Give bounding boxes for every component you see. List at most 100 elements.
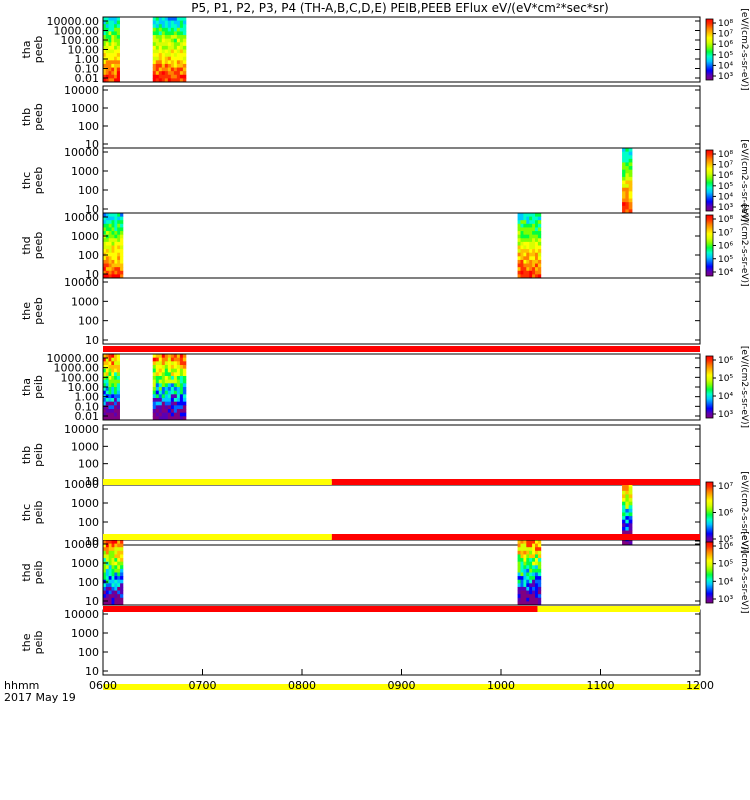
panel-thb-peib: 10000 1000 100 10 thb peib [20, 423, 701, 488]
panel-frame [102, 539, 701, 606]
spectrogram-cell [170, 394, 175, 399]
spectrogram-cell [170, 27, 175, 32]
spectrogram-cell [164, 71, 169, 76]
spectrogram-cell [176, 17, 181, 22]
spectrogram-cell [537, 216, 542, 221]
spectrogram-cell [117, 267, 121, 272]
spectrogram-cell [155, 394, 160, 399]
spectrogram-cell [114, 405, 118, 410]
spectrogram-cell [161, 379, 166, 384]
spectrogram-cell [182, 53, 187, 58]
spectrogram-cell [523, 252, 527, 257]
spectrogram-cell [537, 590, 542, 595]
spectrogram-cell [105, 590, 110, 595]
spectrogram-cell [176, 401, 181, 406]
colorbar-tick-label: 10⁷ [718, 482, 733, 492]
spectrogram-cell [167, 27, 172, 32]
spectrogram-cell [120, 263, 124, 268]
spectrogram-cell [170, 38, 175, 43]
spectrogram-cell [529, 252, 533, 257]
spectrogram-cell [103, 601, 107, 606]
spectrogram-cell [117, 263, 121, 268]
spectrogram-cell [532, 576, 536, 581]
ytick-label: 10000 [64, 478, 99, 491]
spectrogram-cell [526, 590, 530, 595]
spectrogram-cell [167, 42, 172, 47]
figure-title: P5, P1, P2, P3, P4 (TH-A,B,C,D,E) PEIB,P… [191, 1, 608, 15]
panel-instrument-label: peeb [32, 297, 45, 325]
spectrogram-cell [170, 398, 175, 403]
spectrogram-cell [173, 53, 178, 58]
spectrogram-cell [161, 27, 166, 32]
spectrogram-cell [167, 409, 172, 414]
spectrogram-block [517, 213, 542, 279]
spectrogram-cell [108, 586, 112, 591]
spectrogram-cell [182, 390, 187, 395]
spectrogram-cell [532, 547, 536, 552]
spectrogram-cell [176, 390, 181, 395]
spectrogram-cell [537, 543, 542, 548]
spectrogram-cell [532, 543, 536, 548]
spectrogram-cell [120, 270, 124, 275]
status-bar [103, 479, 700, 485]
colorbar-tick-label: 10⁸ [718, 19, 733, 29]
spectrogram-cell [117, 234, 121, 239]
spectrogram-cell [179, 31, 184, 36]
spectrogram-cell [517, 267, 521, 272]
panel-instrument-label: peeb [32, 232, 45, 260]
spectrogram-cell [625, 166, 630, 171]
spectrogram-cell [103, 576, 107, 581]
spectrogram-cell [105, 17, 109, 22]
spectrogram-cell [520, 241, 524, 246]
spectrogram-cell [120, 259, 124, 264]
spectrogram-cell [167, 372, 172, 377]
spectrogram-cell [182, 398, 187, 403]
spectrogram-cell [103, 398, 107, 403]
spectrogram-cell [625, 487, 630, 492]
spectrogram-cell [167, 78, 172, 83]
panel-probe-label: thb [20, 446, 33, 464]
spectrogram-cell [105, 416, 109, 421]
spectrogram-cell [523, 216, 527, 221]
spectrogram-cell [179, 67, 184, 72]
spectrogram-cell [114, 35, 118, 40]
spectrogram-cell [108, 227, 112, 232]
panel-thb-peeb: 10000 1000 100 10 thb peeb [20, 84, 701, 151]
spectrogram-cell [111, 20, 115, 25]
spectrogram-cell [182, 368, 187, 373]
spectrogram-cell [517, 245, 521, 250]
spectrogram-cell [520, 263, 524, 268]
spectrogram-cell [114, 398, 118, 403]
spectrogram-block [622, 148, 633, 214]
spectrogram-cell [152, 387, 157, 392]
spectrogram-cell [152, 38, 157, 43]
spectrogram-cell [161, 357, 166, 362]
spectrogram-cell [120, 558, 124, 563]
spectrogram-cell [152, 401, 157, 406]
spectrogram-cell [161, 60, 166, 65]
spectrogram-cell [108, 241, 112, 246]
spectrogram-cell [182, 365, 187, 370]
spectrogram-cell [103, 590, 107, 595]
spectrogram-cell [114, 256, 118, 261]
status-bar-segment [103, 346, 700, 352]
spectrogram-cell [111, 234, 115, 239]
spectrogram-cell [161, 78, 166, 83]
spectrogram-cell [158, 60, 163, 65]
spectrogram-cell [120, 238, 124, 243]
spectrogram-cell [114, 17, 118, 22]
spectrogram-cell [116, 409, 120, 414]
spectrogram-cell [167, 398, 172, 403]
spectrogram-cell [529, 583, 533, 588]
spectrogram-cell [173, 409, 178, 414]
spectrogram-cell [111, 383, 115, 388]
spectrogram-cell [529, 601, 533, 606]
spectrogram-cell [170, 368, 175, 373]
spectrogram-cell [170, 42, 175, 47]
colorbar-tick-label: 10⁶ [718, 542, 733, 552]
spectrogram-cell [173, 357, 178, 362]
spectrogram-cell [537, 586, 542, 591]
spectrogram-cell [529, 568, 533, 573]
spectrogram-cell [155, 42, 160, 47]
spectrogram-cell [523, 547, 527, 552]
